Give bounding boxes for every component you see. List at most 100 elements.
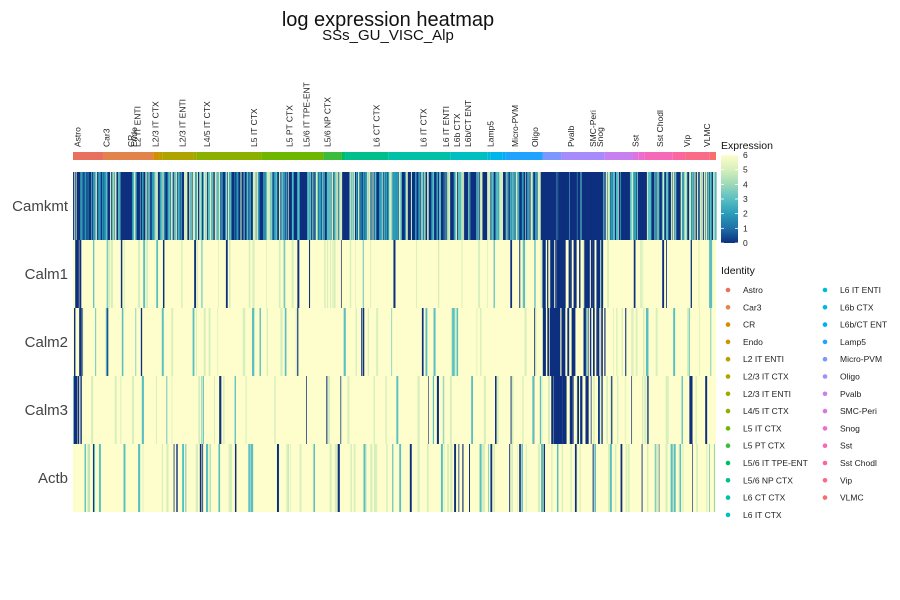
heatmap-row-bg xyxy=(73,308,716,376)
heatmap-cell xyxy=(337,172,339,240)
heatmap-cell xyxy=(229,240,231,308)
legend-item-label: L6 IT ENTI xyxy=(840,285,881,295)
heatmap-cell xyxy=(550,308,553,376)
heatmap-cell xyxy=(590,376,592,444)
annotation-segment xyxy=(685,152,710,160)
heatmap-cell xyxy=(655,444,657,512)
heatmap-cell xyxy=(541,444,544,512)
annotation-segment xyxy=(505,152,543,160)
annotation-segment xyxy=(323,152,342,160)
heatmap-cell xyxy=(605,172,608,240)
heatmap-cell xyxy=(511,376,514,444)
heatmap-cell xyxy=(611,376,613,444)
heatmap-cell xyxy=(280,308,283,376)
heatmap-cell xyxy=(363,444,366,512)
heatmap-cell xyxy=(93,444,96,512)
heatmap-cell xyxy=(493,240,495,308)
heatmap-cell xyxy=(135,308,137,376)
heatmap-cell xyxy=(167,172,170,240)
heatmap-cell xyxy=(666,172,669,240)
heatmap-cell xyxy=(580,172,582,240)
column-label: L6b CTX xyxy=(452,113,462,147)
heatmap-cell xyxy=(646,444,649,512)
heatmap-cell xyxy=(153,172,156,240)
heatmap-cell xyxy=(278,172,281,240)
legend-item-label: Pvalb xyxy=(840,389,862,399)
heatmap-cell xyxy=(292,172,294,240)
heatmap-cell xyxy=(539,376,542,444)
heatmap-cell xyxy=(113,172,115,240)
heatmap-cell xyxy=(76,240,79,308)
heatmap-cell xyxy=(386,444,388,512)
heatmap-cell xyxy=(433,308,436,376)
legend-item-label: L5/6 IT TPE-ENT xyxy=(743,458,808,468)
heatmap-cell xyxy=(218,240,219,308)
heatmap-cell xyxy=(496,172,499,240)
heatmap-cell xyxy=(375,172,377,240)
heatmap-cell xyxy=(713,444,715,512)
heatmap-cell xyxy=(367,308,369,376)
heatmap-cell xyxy=(287,172,289,240)
colorbar-tick-label: 4 xyxy=(743,179,748,189)
heatmap-cell xyxy=(355,172,358,240)
legend-item-label: Endo xyxy=(743,337,763,347)
heatmap-cell xyxy=(223,376,225,444)
legend-swatch xyxy=(822,305,828,310)
heatmap-cell xyxy=(437,240,440,308)
heatmap-cell xyxy=(662,240,665,308)
heatmap-cell xyxy=(225,240,228,308)
heatmap-cell xyxy=(335,172,337,240)
legend-swatch xyxy=(725,408,731,414)
heatmap-cell xyxy=(343,308,346,376)
legend-swatch xyxy=(822,495,828,500)
legend-item-label: L6 CT CTX xyxy=(743,493,786,503)
heatmap-cell xyxy=(698,240,700,308)
heatmap-cell xyxy=(510,376,512,444)
heatmap-cell xyxy=(487,172,489,240)
heatmap-cell xyxy=(73,308,76,376)
heatmap-cell xyxy=(194,172,197,240)
heatmap-cell xyxy=(495,376,497,444)
heatmap-cell xyxy=(406,172,408,240)
heatmap-cell xyxy=(495,172,497,240)
heatmap-cell xyxy=(169,172,171,240)
heatmap-cell xyxy=(171,376,173,444)
heatmap-cell xyxy=(190,172,193,240)
heatmap-cell xyxy=(178,172,181,240)
heatmap-cell xyxy=(184,172,186,240)
heatmap-cell xyxy=(603,172,605,240)
heatmap-cell xyxy=(607,172,610,240)
heatmap-cell xyxy=(146,240,148,308)
heatmap-cell xyxy=(231,444,233,512)
heatmap-cell xyxy=(585,376,588,444)
heatmap-cell xyxy=(655,308,658,376)
heatmap-cell xyxy=(554,376,557,444)
heatmap-cell xyxy=(289,444,291,512)
heatmap-cell xyxy=(499,172,502,240)
heatmap-cell xyxy=(480,308,482,376)
heatmap-cell xyxy=(482,444,484,512)
heatmap-cell xyxy=(510,172,513,240)
heatmap-cell xyxy=(84,444,86,512)
heatmap-cell xyxy=(534,240,536,308)
heatmap-cell xyxy=(201,376,203,444)
column-label: SMC-Peri xyxy=(588,110,598,147)
heatmap-cell xyxy=(636,172,638,240)
heatmap-cell xyxy=(559,240,562,308)
heatmap-cell xyxy=(609,376,612,444)
heatmap-cell xyxy=(477,172,479,240)
column-label: L2/3 IT CTX xyxy=(151,101,161,147)
legend-item-label: Astro xyxy=(743,285,763,295)
heatmap-cell xyxy=(324,240,326,308)
heatmap-cell xyxy=(361,308,363,376)
chart-title: log expression heatmap xyxy=(282,9,494,31)
heatmap-cell xyxy=(77,376,80,444)
heatmap-cell xyxy=(657,444,659,512)
heatmap-cell xyxy=(311,172,313,240)
heatmap-cell xyxy=(635,308,638,376)
heatmap-cell xyxy=(665,444,668,512)
heatmap-cell xyxy=(569,172,572,240)
heatmap-cell xyxy=(715,172,717,240)
heatmap-cell xyxy=(275,172,278,240)
heatmap-cell xyxy=(644,376,647,444)
